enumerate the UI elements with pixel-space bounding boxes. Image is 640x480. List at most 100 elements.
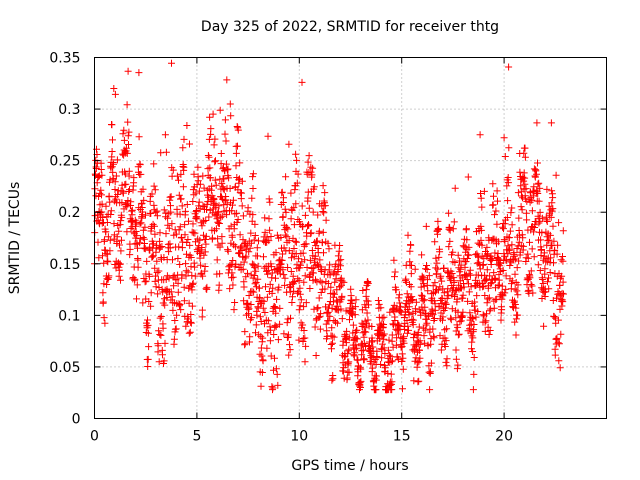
data-point bbox=[541, 265, 549, 273]
data-point bbox=[559, 278, 567, 286]
data-point bbox=[310, 183, 318, 191]
data-point bbox=[546, 269, 554, 276]
data-point bbox=[469, 348, 477, 355]
data-point bbox=[162, 148, 170, 156]
data-point bbox=[273, 370, 281, 378]
data-point bbox=[353, 335, 361, 343]
data-point bbox=[137, 170, 145, 178]
data-point bbox=[174, 288, 182, 296]
data-point bbox=[362, 292, 370, 300]
data-point bbox=[187, 311, 195, 318]
data-point bbox=[182, 267, 190, 275]
data-point bbox=[209, 234, 216, 242]
data-point bbox=[229, 201, 236, 209]
data-point bbox=[156, 237, 164, 245]
data-point bbox=[351, 303, 359, 311]
data-point bbox=[277, 260, 285, 268]
data-point bbox=[463, 236, 471, 244]
data-point bbox=[491, 211, 498, 219]
data-point bbox=[388, 378, 396, 386]
data-point bbox=[187, 319, 195, 327]
data-point bbox=[272, 365, 280, 373]
data-point bbox=[278, 256, 286, 264]
data-point bbox=[477, 226, 485, 234]
data-point bbox=[212, 225, 220, 233]
data-point bbox=[325, 245, 333, 253]
data-point bbox=[436, 248, 444, 256]
data-point bbox=[183, 239, 191, 246]
data-point bbox=[157, 149, 165, 157]
data-point bbox=[399, 354, 407, 362]
data-point bbox=[301, 358, 309, 366]
data-point bbox=[479, 311, 487, 319]
data-point bbox=[328, 304, 336, 312]
data-point bbox=[452, 355, 460, 363]
data-point bbox=[124, 67, 132, 75]
data-point bbox=[442, 300, 450, 308]
data-point bbox=[153, 257, 161, 265]
data-point bbox=[224, 165, 232, 173]
data-point bbox=[199, 272, 207, 280]
data-point bbox=[504, 197, 512, 205]
data-point bbox=[169, 306, 177, 314]
data-point bbox=[119, 189, 127, 197]
data-point bbox=[216, 106, 224, 114]
data-point bbox=[549, 222, 557, 230]
data-point bbox=[435, 253, 443, 261]
data-point bbox=[554, 241, 562, 249]
data-point bbox=[303, 232, 311, 240]
data-point bbox=[128, 206, 136, 214]
data-point bbox=[206, 164, 214, 172]
data-point bbox=[111, 186, 119, 193]
data-point bbox=[474, 308, 482, 315]
data-point bbox=[512, 304, 520, 312]
data-point bbox=[403, 317, 411, 324]
data-point bbox=[380, 330, 388, 338]
data-point bbox=[302, 299, 310, 307]
data-point bbox=[181, 207, 189, 215]
data-point bbox=[407, 283, 415, 291]
data-point bbox=[266, 280, 274, 288]
data-point bbox=[183, 122, 191, 129]
data-point bbox=[557, 256, 565, 264]
data-point bbox=[479, 283, 487, 291]
data-point bbox=[295, 306, 303, 314]
data-point bbox=[175, 226, 183, 234]
data-point bbox=[504, 250, 512, 258]
data-point bbox=[108, 121, 116, 129]
data-point bbox=[201, 263, 209, 270]
data-point bbox=[337, 262, 344, 270]
data-point bbox=[466, 309, 474, 317]
data-point bbox=[421, 303, 429, 311]
data-point bbox=[151, 230, 159, 238]
data-point bbox=[514, 291, 522, 299]
data-point bbox=[316, 325, 324, 333]
data-point bbox=[122, 144, 130, 152]
data-point bbox=[521, 153, 529, 161]
data-point bbox=[505, 144, 513, 152]
data-point bbox=[364, 278, 372, 285]
data-point bbox=[253, 244, 261, 252]
data-point bbox=[251, 232, 259, 239]
data-point bbox=[271, 354, 278, 362]
data-point bbox=[337, 256, 345, 264]
data-point bbox=[125, 141, 132, 148]
data-point bbox=[543, 233, 551, 241]
data-point bbox=[340, 278, 348, 286]
data-point bbox=[280, 271, 288, 279]
data-point bbox=[469, 334, 477, 342]
data-point bbox=[373, 372, 380, 380]
data-point bbox=[161, 339, 169, 347]
data-point bbox=[250, 236, 258, 244]
data-point bbox=[245, 305, 253, 313]
data-point bbox=[264, 270, 272, 278]
data-point bbox=[514, 311, 522, 319]
data-point bbox=[221, 116, 229, 124]
data-point bbox=[443, 325, 451, 333]
data-point bbox=[214, 218, 222, 226]
data-point bbox=[378, 354, 386, 362]
data-point bbox=[522, 185, 530, 193]
data-point bbox=[483, 266, 491, 274]
y-tick-label: 0.25 bbox=[49, 154, 80, 170]
data-point bbox=[338, 315, 346, 323]
